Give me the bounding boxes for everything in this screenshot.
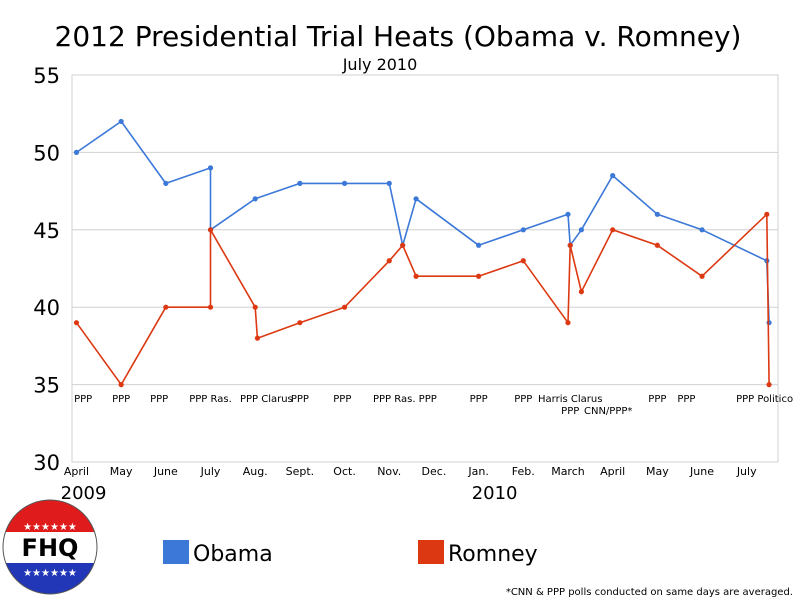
data-point-romney: [341, 304, 348, 310]
x-tick-label: March: [551, 465, 585, 478]
poll-label: PPP: [470, 394, 488, 405]
data-point-romney: [654, 242, 660, 248]
poll-label: CNN/PPP*: [584, 406, 632, 417]
y-tick-label: 40: [33, 296, 60, 320]
series-line-obama: [76, 120, 770, 323]
data-point-romney: [386, 258, 392, 264]
svg-text:★★★★★★: ★★★★★★: [23, 522, 77, 533]
x-tick-label: Nov.: [377, 465, 401, 478]
data-point-romney: [118, 382, 124, 388]
data-point-romney: [400, 242, 406, 248]
x-tick-label: Sept.: [286, 465, 315, 478]
x-tick-label: Feb.: [512, 465, 535, 478]
data-point-romney: [207, 304, 214, 310]
x-axis-ticks: April May June July Aug. Sept. Oct. Nov. Dec. Jan…: [61, 465, 757, 504]
poll-label: PPP: [677, 394, 695, 405]
data-point-obama: [297, 180, 303, 186]
x-tick-label: Jan.: [467, 465, 488, 478]
y-axis-ticks: 30 35 40 45 50 55: [33, 64, 60, 475]
series-line-romney: [75, 213, 770, 386]
legend-label-romney: Romney: [448, 542, 538, 567]
data-point-romney: [565, 320, 571, 326]
legend-label-obama: Obama: [193, 542, 273, 567]
y-tick-label: 30: [33, 451, 60, 475]
x-tick-label: June: [153, 465, 178, 478]
data-point-romney: [163, 304, 169, 310]
x-tick-label: Dec.: [422, 465, 447, 478]
x-tick-label: Oct.: [333, 465, 356, 478]
data-point-romney: [252, 304, 258, 310]
poll-label: PPP Politico: [736, 394, 793, 405]
poll-label: PPP: [150, 394, 168, 405]
poll-label: PPP Clarus: [240, 394, 293, 405]
y-tick-label: 45: [33, 219, 60, 243]
data-point-romney: [610, 227, 616, 233]
data-point-obama: [578, 227, 584, 233]
x-year-label: 2009: [61, 483, 107, 504]
data-point-obama: [413, 196, 419, 202]
data-point-romney: [578, 289, 584, 295]
x-tick-label: June: [689, 465, 714, 478]
data-series: [73, 118, 772, 388]
data-point-romney: [567, 242, 573, 248]
x-tick-label: Aug.: [243, 465, 268, 478]
chart-subtitle: July 2010: [342, 55, 418, 74]
data-point-obama: [163, 180, 169, 186]
chart-title: 2012 Presidential Trial Heats (Obama v. …: [55, 20, 742, 53]
data-point-obama: [252, 196, 258, 202]
data-point-romney: [764, 211, 770, 217]
data-point-obama: [520, 227, 526, 233]
poll-label: PPP Ras.: [189, 394, 232, 405]
data-point-obama: [73, 149, 80, 155]
data-point-romney: [766, 382, 772, 388]
x-year-label: 2010: [472, 483, 518, 504]
y-tick-label: 35: [33, 374, 60, 398]
data-point-obama: [118, 118, 124, 125]
data-point-obama: [565, 211, 571, 217]
poll-label: PPP: [561, 406, 579, 417]
legend: Obama Romney: [163, 540, 538, 567]
data-point-obama: [386, 180, 392, 186]
x-tick-label: April: [600, 465, 625, 478]
data-point-romney: [207, 227, 214, 233]
data-point-obama: [476, 242, 482, 248]
logo-text: FHQ: [22, 534, 79, 562]
data-point-obama: [610, 173, 616, 179]
poll-label: PPP: [291, 394, 309, 405]
x-tick-label: July: [200, 465, 221, 478]
data-point-romney: [297, 320, 303, 326]
y-tick-label: 55: [33, 64, 60, 88]
poll-label: PPP Ras. PPP: [373, 394, 437, 405]
poll-label: PPP: [74, 394, 92, 405]
poll-label: PPP: [514, 394, 532, 405]
data-point-romney: [413, 273, 419, 279]
data-point-romney: [254, 335, 261, 341]
y-tick-label: 50: [33, 141, 60, 165]
data-point-obama: [341, 180, 348, 186]
data-point-romney: [73, 320, 80, 326]
x-tick-label: July: [736, 465, 757, 478]
poll-label: PPP: [333, 394, 351, 405]
plot-frame: [71, 74, 779, 463]
x-tick-label: April: [64, 465, 89, 478]
x-tick-label: May: [646, 465, 669, 478]
data-point-romney: [476, 273, 482, 279]
fhq-logo: ★★★★★★ ★★★★★★ FHQ: [2, 499, 98, 595]
legend-swatch-obama: [163, 540, 189, 564]
x-tick-label: May: [110, 465, 133, 478]
footnote: *CNN & PPP polls conducted on same days …: [506, 587, 793, 598]
data-point-obama: [654, 211, 660, 217]
svg-text:★★★★★★: ★★★★★★: [23, 568, 77, 579]
poll-label: Harris Clarus: [538, 394, 602, 405]
data-point-romney: [520, 258, 526, 264]
poll-label: PPP: [112, 394, 130, 405]
data-point-romney: [699, 273, 705, 279]
poll-label: PPP: [648, 394, 666, 405]
data-point-obama: [207, 165, 214, 171]
data-point-obama: [699, 227, 705, 233]
legend-swatch-romney: [418, 540, 444, 564]
